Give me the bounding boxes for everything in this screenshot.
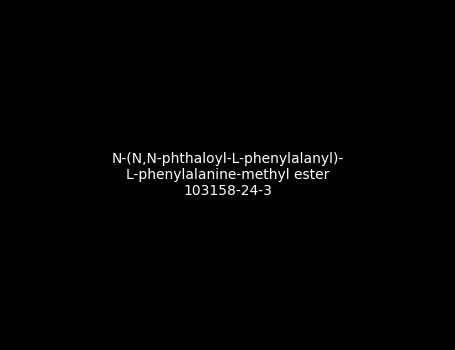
Text: N-(N,N-phthaloyl-L-phenylalanyl)-
L-phenylalanine-methyl ester
103158-24-3: N-(N,N-phthaloyl-L-phenylalanyl)- L-phen…	[111, 152, 344, 198]
